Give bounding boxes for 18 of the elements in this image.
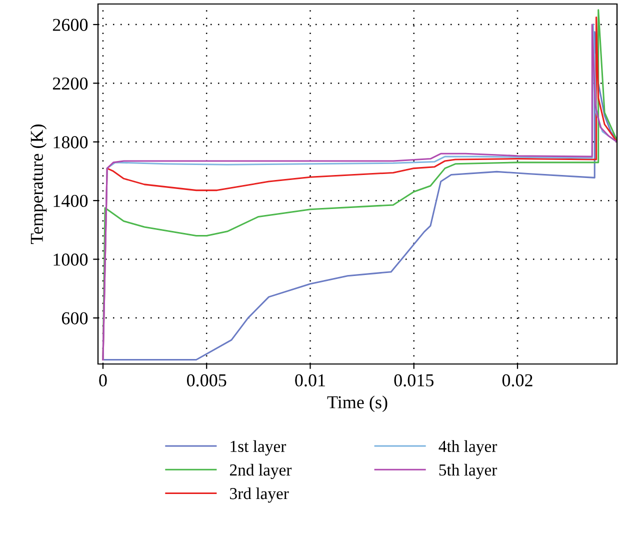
- y-tick-label: 1400: [54, 194, 88, 208]
- y-tick-label: 2200: [52, 77, 88, 90]
- x-axis-title: Time (s): [327, 396, 388, 412]
- x-tick-label: 0.015: [394, 374, 434, 387]
- y-tick-label: 600: [62, 312, 88, 324]
- legend-label: 2nd layer: [230, 464, 292, 480]
- x-tick-label: 0.01: [295, 374, 325, 387]
- x-tick-label: 0.02: [502, 374, 532, 387]
- x-tick-label: 0.005: [186, 374, 226, 387]
- legend-label: 1st layer: [230, 440, 286, 456]
- x-tick-label: 0: [99, 374, 107, 386]
- y-tick-label: 1000: [54, 254, 88, 266]
- y-axis-title: Temperature (K): [30, 124, 47, 244]
- legend-label: 4th layer: [438, 440, 498, 456]
- y-tick-label: 1800: [54, 136, 88, 148]
- legend-label: 5th layer: [439, 464, 498, 480]
- legend-label: 3rd layer: [230, 487, 289, 503]
- y-tick-label: 2600: [52, 18, 88, 31]
